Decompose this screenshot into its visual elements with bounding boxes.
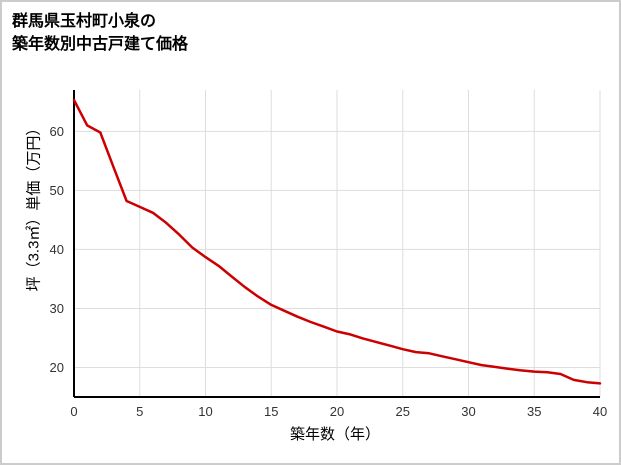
x-tick-label: 10 — [198, 404, 212, 419]
y-tick-label: 50 — [50, 183, 64, 198]
chart-title-line1: 群馬県玉村町小泉の — [12, 13, 157, 30]
y-tick-label: 60 — [50, 124, 64, 139]
y-tick-label: 20 — [50, 360, 64, 375]
x-tick-label: 25 — [396, 404, 410, 419]
y-tick-label: 30 — [50, 301, 64, 316]
x-tick-label: 20 — [330, 404, 344, 419]
x-tick-label: 35 — [527, 404, 541, 419]
x-axis-label: 築年数（年） — [289, 426, 380, 443]
x-tick-label: 0 — [70, 404, 77, 419]
chart-title-line2: 築年数別中古戸建て価格 — [12, 36, 189, 54]
price-line — [72, 98, 602, 385]
x-tick-label: 40 — [593, 404, 607, 419]
x-tick-label: 15 — [264, 404, 278, 419]
y-tick-label: 40 — [50, 242, 64, 257]
chart-title: 群馬県玉村町小泉の 築年数別中古戸建て価格 — [12, 10, 188, 56]
x-tick-label: 5 — [136, 404, 143, 419]
x-tick-label: 30 — [461, 404, 475, 419]
